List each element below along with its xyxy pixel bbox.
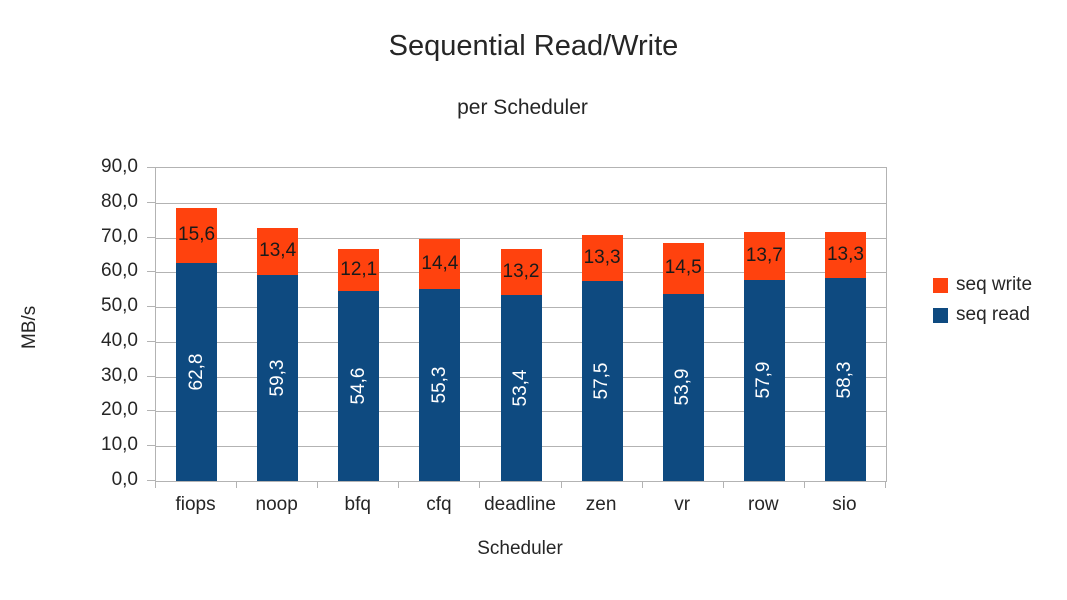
bar-segment-seq-read xyxy=(338,291,380,481)
plot-area: 62,8 15,6 59,3 13,4 54,6 12,1 55,3 14,4 53,4 13,2… xyxy=(155,167,887,482)
bar-segment-seq-read xyxy=(581,281,623,481)
x-tick-mark xyxy=(155,481,156,488)
bar-segment-seq-read xyxy=(419,288,461,481)
legend-swatch xyxy=(933,307,948,323)
y-gridline xyxy=(156,202,886,204)
x-category-label: noop xyxy=(255,494,298,515)
y-tick-mark xyxy=(147,340,155,342)
x-tick-mark xyxy=(723,481,724,488)
y-tick-label: 40,0 xyxy=(101,329,138,351)
y-tick-mark xyxy=(147,375,155,377)
legend-label: seq write xyxy=(956,274,1033,295)
bar-segment-seq-write xyxy=(257,228,299,275)
x-category-label: bfq xyxy=(344,494,371,515)
bar-segment-seq-write xyxy=(824,231,866,279)
y-axis-title: MB/s xyxy=(19,305,40,349)
bar-segment-seq-read xyxy=(743,279,785,481)
y-tick-label: 0,0 xyxy=(111,469,138,490)
y-tick-label: 70,0 xyxy=(101,225,138,247)
legend-item: seq read xyxy=(933,303,1032,327)
bar-segment-seq-write xyxy=(338,249,380,292)
y-tick-mark xyxy=(147,201,155,203)
legend-item: seq write xyxy=(933,273,1032,297)
x-category-label: fiops xyxy=(175,494,216,515)
y-tick-mark xyxy=(147,480,155,481)
bar-segment-seq-read xyxy=(176,262,218,481)
x-category-label: sio xyxy=(832,494,857,515)
x-tick-mark xyxy=(885,481,886,488)
x-category-label: cfq xyxy=(426,494,452,515)
bar-segment-seq-write xyxy=(662,243,704,294)
chart-subtitle: per Scheduler xyxy=(457,96,588,119)
x-category-label: row xyxy=(748,494,779,515)
chart-title: Sequential Read/Write xyxy=(388,30,679,62)
y-tick-label: 30,0 xyxy=(101,364,138,386)
y-tick-mark xyxy=(147,236,155,238)
bar-segment-seq-write xyxy=(581,234,623,282)
legend-label: seq read xyxy=(956,304,1030,325)
y-tick-label: 80,0 xyxy=(101,190,138,212)
x-category-label: zen xyxy=(585,494,617,515)
x-tick-mark xyxy=(479,481,480,488)
y-tick-label: 50,0 xyxy=(101,295,138,317)
y-gridline xyxy=(156,237,886,239)
y-tick-label: 10,0 xyxy=(101,434,138,456)
y-tick-mark xyxy=(147,167,155,168)
bar-segment-seq-write xyxy=(176,208,218,263)
y-tick-mark xyxy=(147,410,155,412)
x-tick-mark xyxy=(398,481,399,488)
y-tick-label: 90,0 xyxy=(101,156,138,177)
x-tick-mark xyxy=(642,481,643,488)
x-tick-mark xyxy=(804,481,805,488)
x-category-label: vr xyxy=(674,494,691,515)
x-axis-title: Scheduler xyxy=(477,538,563,559)
bar-segment-seq-write xyxy=(419,238,461,289)
bar-segment-seq-read xyxy=(500,295,542,481)
y-tick-mark xyxy=(147,271,155,273)
x-tick-mark xyxy=(236,481,237,488)
x-category-label: deadline xyxy=(484,494,556,515)
bar-segment-seq-read xyxy=(257,274,299,481)
y-tick-label: 20,0 xyxy=(101,399,138,421)
bar-segment-seq-read xyxy=(662,293,704,481)
x-tick-mark xyxy=(317,481,318,488)
x-tick-mark xyxy=(561,481,562,488)
y-tick-mark xyxy=(147,445,155,447)
bar-segment-seq-read xyxy=(824,278,866,481)
bar-segment-seq-write xyxy=(500,249,542,296)
legend-swatch xyxy=(933,277,948,293)
y-tick-label: 60,0 xyxy=(101,260,138,282)
legend: seq write seq read xyxy=(933,273,1032,333)
bar-segment-seq-write xyxy=(743,231,785,280)
y-tick-mark xyxy=(147,306,155,308)
